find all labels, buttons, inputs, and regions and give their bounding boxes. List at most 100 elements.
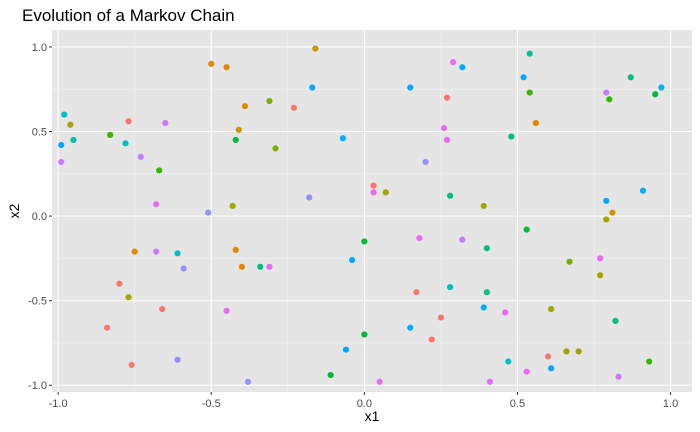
data-point: [107, 131, 114, 138]
data-point: [128, 361, 135, 369]
y-tick-label: -0.5: [28, 296, 47, 308]
data-point: [502, 309, 509, 316]
data-point: [174, 250, 181, 257]
data-point: [639, 187, 647, 194]
data-point: [437, 314, 444, 321]
data-point: [70, 136, 77, 144]
data-point: [272, 145, 279, 152]
data-point: [153, 201, 160, 208]
data-point: [505, 358, 512, 365]
data-point: [480, 202, 487, 210]
data-point: [603, 89, 610, 96]
data-point: [327, 371, 334, 379]
data-point: [223, 64, 230, 71]
x-tick-label: -1.0: [49, 398, 68, 410]
data-point: [229, 202, 236, 210]
x-tick-label: 1.0: [663, 398, 678, 410]
data-point: [612, 317, 619, 325]
data-point: [526, 50, 533, 57]
data-point: [459, 64, 466, 71]
data-point: [361, 331, 368, 338]
x-tick-label: 0.5: [510, 398, 525, 410]
data-point: [342, 346, 350, 353]
data-point: [483, 289, 490, 296]
data-point: [104, 324, 111, 331]
data-point: [58, 141, 65, 149]
data-point: [162, 119, 169, 127]
y-axis-title: x2: [6, 203, 22, 218]
data-point: [532, 119, 539, 127]
chart-title: Evolution of a Markov Chain: [22, 6, 235, 25]
data-point: [566, 258, 573, 265]
data-point: [606, 96, 613, 103]
data-point: [563, 348, 570, 355]
data-point: [523, 368, 530, 375]
data-point: [370, 182, 377, 189]
data-point: [443, 94, 451, 101]
x-axis-title: x1: [365, 408, 380, 424]
plot-panel: [52, 30, 692, 392]
data-point: [61, 111, 68, 118]
data-point: [241, 103, 249, 110]
data-points: [58, 45, 665, 385]
data-point: [523, 226, 530, 233]
data-point: [422, 158, 429, 166]
data-point: [459, 236, 466, 243]
y-axis: -1.0 -0.5 0.0 0.5 1.0: [28, 42, 52, 392]
data-point: [526, 89, 533, 96]
data-point: [615, 373, 622, 380]
data-point: [382, 189, 389, 196]
data-point: [122, 140, 129, 147]
data-point: [309, 84, 316, 91]
data-point: [652, 91, 659, 98]
data-point: [520, 74, 527, 81]
data-point: [180, 265, 187, 272]
data-point: [67, 121, 74, 128]
data-point: [413, 289, 420, 296]
data-point: [443, 136, 451, 144]
data-point: [306, 194, 313, 201]
data-point: [597, 272, 604, 279]
data-point: [235, 126, 242, 133]
data-point: [125, 118, 132, 125]
data-point: [257, 263, 264, 270]
data-point: [339, 135, 347, 142]
data-point: [232, 246, 239, 254]
data-point: [361, 238, 368, 245]
data-point: [440, 125, 448, 132]
data-point: [58, 158, 65, 166]
data-point: [208, 60, 215, 67]
data-point: [232, 136, 239, 144]
data-point: [156, 167, 163, 174]
data-point: [312, 45, 319, 52]
y-tick-label: -1.0: [28, 380, 47, 392]
data-point: [174, 356, 181, 363]
minor-gridlines: [52, 30, 692, 392]
x-tick-label: -0.5: [202, 398, 221, 410]
data-point: [486, 378, 493, 385]
data-point: [548, 365, 555, 372]
data-point: [548, 306, 555, 313]
data-point: [370, 189, 377, 196]
data-point: [290, 104, 298, 111]
data-point: [266, 263, 273, 270]
data-point: [416, 234, 423, 242]
data-point: [244, 378, 252, 385]
data-point: [480, 304, 487, 311]
data-point: [603, 197, 610, 204]
data-point: [238, 263, 245, 270]
data-point: [116, 280, 123, 287]
data-point: [609, 209, 616, 216]
data-point: [266, 97, 273, 105]
data-point: [137, 153, 144, 160]
data-point: [125, 294, 132, 301]
data-point: [131, 248, 138, 255]
data-point: [575, 348, 582, 355]
data-point: [407, 84, 414, 91]
data-point: [376, 378, 383, 385]
x-tick-label: 0.0: [357, 398, 372, 410]
data-point: [223, 307, 230, 314]
y-tick-label: 0.5: [32, 126, 47, 138]
x-axis: -1.0 -0.5 0.0 0.5 1.0: [49, 392, 678, 410]
